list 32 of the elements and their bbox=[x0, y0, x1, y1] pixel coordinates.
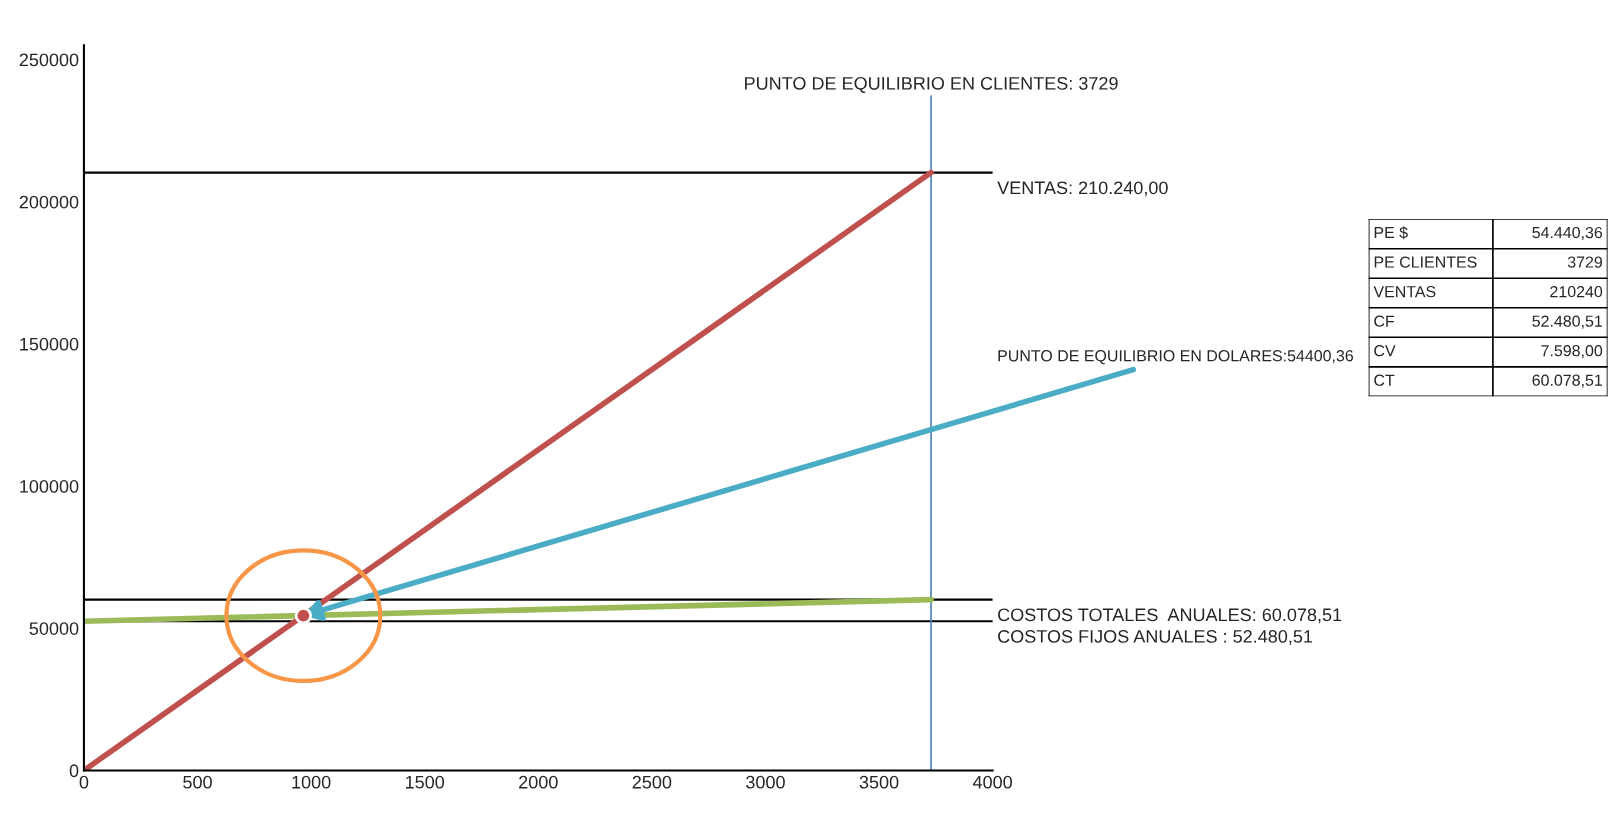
ref-line-label: COSTOS TOTALES ANUALES: 60.078,51 bbox=[998, 608, 1342, 624]
y-tick-label: 150000 bbox=[20, 337, 79, 351]
text: PE CLIENTES bbox=[1374, 256, 1477, 268]
y-tick-label: 50000 bbox=[29, 622, 79, 635]
x-tick-label: 0 bbox=[79, 775, 89, 789]
text: 210240 bbox=[1550, 285, 1603, 298]
x-tick-label: 2500 bbox=[632, 775, 672, 789]
x-tick-label: 500 bbox=[183, 775, 212, 789]
text: CF bbox=[1374, 315, 1395, 327]
text: 7.598,00 bbox=[1541, 345, 1603, 359]
text: VENTAS bbox=[1373, 285, 1436, 298]
annotation: PUNTO DE EQUILIBRIO EN DOLARES:54400,36 bbox=[998, 350, 1354, 365]
text: 60.078,51 bbox=[1532, 374, 1602, 388]
text: CV bbox=[1374, 345, 1396, 357]
x-tick-label: 2000 bbox=[519, 775, 558, 789]
y-tick-label: 100000 bbox=[20, 480, 79, 493]
text: PE $ bbox=[1374, 226, 1408, 240]
x-tick-label: 3000 bbox=[746, 775, 785, 789]
ref-line-label: VENTAS: 210.240,00 bbox=[997, 181, 1168, 197]
x-tick-label: 1500 bbox=[405, 775, 445, 789]
text: 3729 bbox=[1567, 256, 1603, 268]
y-tick-label: 200000 bbox=[19, 195, 79, 209]
text: CT bbox=[1374, 374, 1395, 386]
text: 52.480,51 bbox=[1532, 315, 1602, 329]
ref-line-label: PUNTO DE EQUILIBRIO EN CLIENTES: 3729 bbox=[745, 76, 1118, 93]
x-tick-label: 1000 bbox=[292, 775, 331, 789]
ref-line-label: COSTOS FIJOS ANUALES : 52.480,51 bbox=[998, 630, 1313, 645]
text: 54.440,36 bbox=[1532, 226, 1603, 241]
y-tick-label: 250000 bbox=[19, 53, 79, 67]
x-tick-label: 4000 bbox=[972, 775, 1012, 789]
x-tick-label: 3500 bbox=[859, 775, 899, 789]
y-tick-label: 0 bbox=[69, 764, 79, 778]
